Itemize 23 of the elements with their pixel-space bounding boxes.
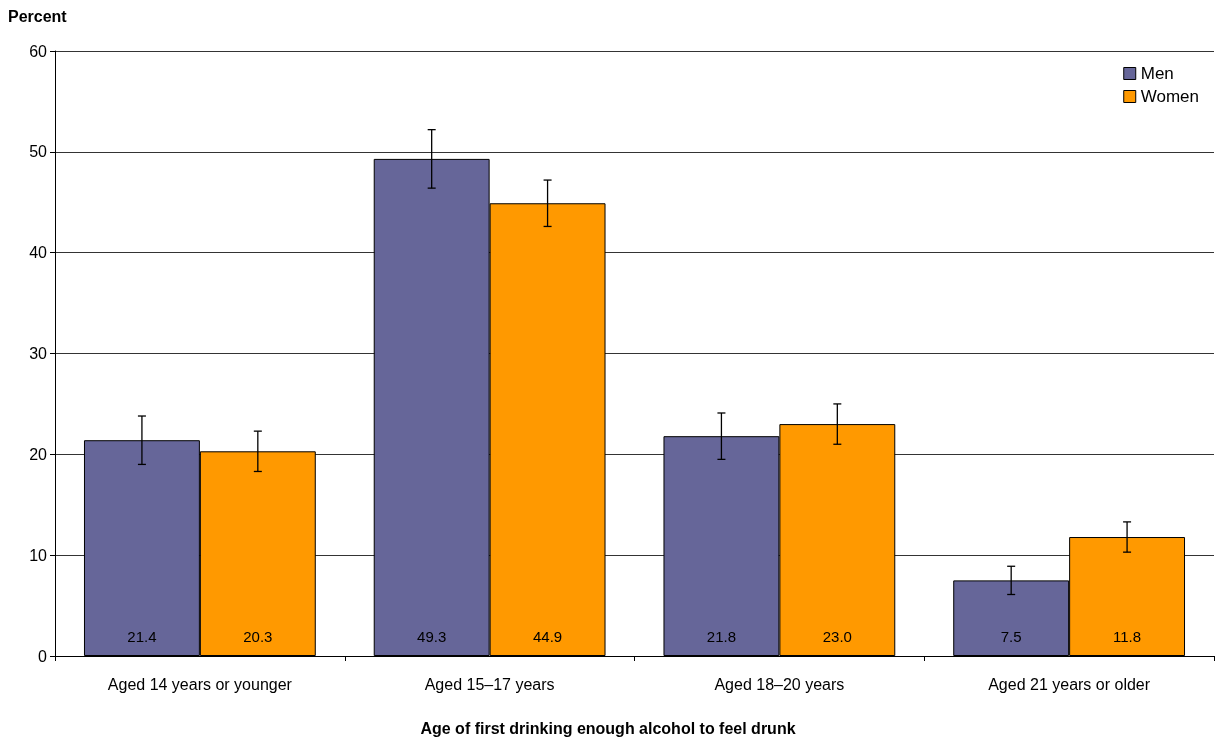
y-tick-label: 20 xyxy=(29,445,48,463)
x-tick-label: Aged 21 years or older xyxy=(988,675,1151,693)
x-tick-label: Aged 15–17 years xyxy=(424,675,555,693)
y-tick-label: 60 xyxy=(29,42,48,60)
data-label: 44.9 xyxy=(532,628,563,645)
y-tick-label: 0 xyxy=(38,647,48,665)
y-tick-label: 50 xyxy=(29,143,48,161)
data-label: 7.5 xyxy=(1000,628,1022,645)
y-tick-label: 40 xyxy=(29,244,48,262)
legend-label: Women xyxy=(1140,87,1199,106)
y-axis-title: Percent xyxy=(8,7,68,25)
y-tick-label: 10 xyxy=(29,546,48,564)
data-label: 11.8 xyxy=(1113,628,1142,645)
data-label: 20.3 xyxy=(243,628,273,645)
data-label: 21.4 xyxy=(127,628,157,645)
x-tick-label: Aged 18–20 years xyxy=(714,675,845,693)
x-tick-label: Aged 14 years or younger xyxy=(107,675,293,693)
legend-label: Men xyxy=(1140,64,1174,83)
data-label: 49.3 xyxy=(417,628,447,645)
y-tick-label: 30 xyxy=(29,345,48,362)
x-axis-title: Age of first drinking enough alcohol to feel drunk xyxy=(420,719,796,737)
data-label: 23.0 xyxy=(822,628,852,645)
data-label: 21.8 xyxy=(706,628,737,645)
